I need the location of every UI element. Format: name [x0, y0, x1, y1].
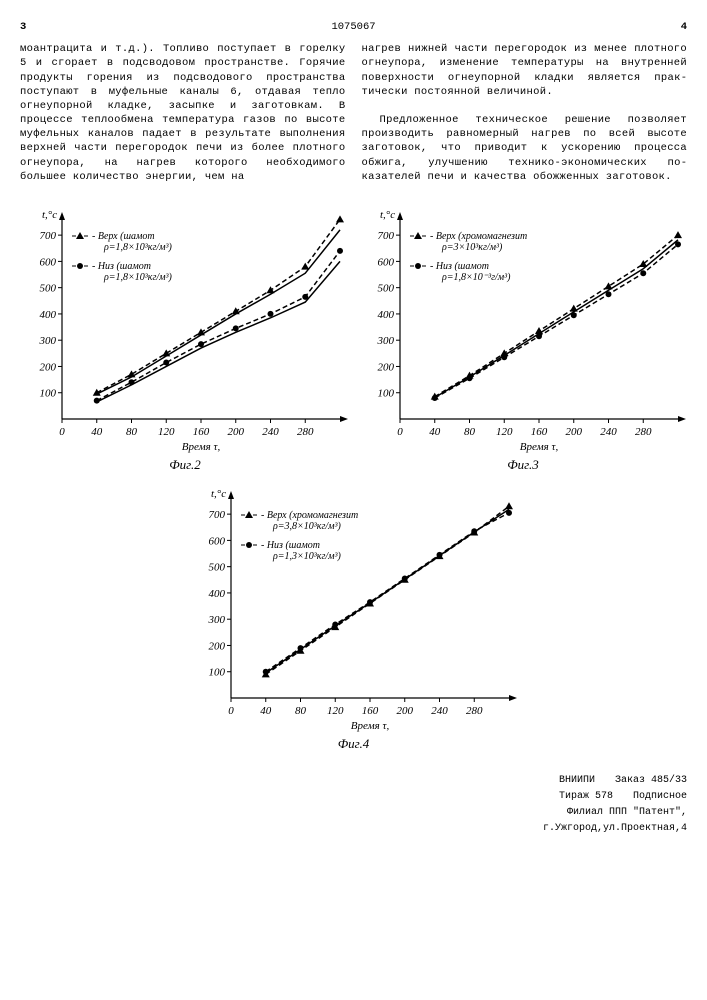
svg-text:ρ=1,8×10³кг/м³): ρ=1,8×10³кг/м³)	[103, 272, 173, 283]
fig3-label: Фиг.3	[358, 456, 688, 474]
left-column: моантрацита и т.д.). Топливо посту­пает …	[20, 42, 346, 184]
svg-text:500: 500	[378, 283, 395, 295]
svg-text:ρ=1,8×10³кг/м³): ρ=1,8×10³кг/м³)	[103, 242, 173, 253]
svg-text:280: 280	[635, 426, 652, 438]
svg-text:160: 160	[361, 705, 378, 717]
svg-text:200: 200	[566, 426, 583, 438]
svg-text:100: 100	[40, 388, 57, 400]
svg-text:100: 100	[378, 388, 395, 400]
svg-text:Время τ,: Время τ,	[182, 441, 221, 453]
svg-text:120: 120	[327, 705, 344, 717]
svg-text:0: 0	[228, 705, 234, 717]
svg-text:280: 280	[297, 426, 314, 438]
svg-text:Время τ,: Время τ,	[520, 441, 559, 453]
footer-filial: Филиал ППП "Патент",	[20, 805, 687, 821]
svg-text:- Верх (шамот: - Верх (шамот	[92, 231, 155, 242]
svg-text:200: 200	[40, 361, 57, 373]
svg-text:100: 100	[208, 667, 225, 679]
svg-text:120: 120	[496, 426, 513, 438]
right-column: нагрев нижней части перегородок из менее…	[362, 42, 688, 184]
svg-text:240: 240	[262, 426, 279, 438]
svg-text:500: 500	[40, 283, 57, 295]
svg-text:600: 600	[378, 256, 395, 268]
svg-text:40: 40	[429, 426, 441, 438]
svg-text:- Верх (хромомагнезит: - Верх (хромомагнезит	[261, 510, 358, 521]
svg-text:t,°c: t,°c	[211, 488, 226, 500]
svg-text:700: 700	[208, 510, 225, 522]
svg-text:ρ=3×10³кг/м³): ρ=3×10³кг/м³)	[441, 242, 503, 253]
patent-number: 1075067	[26, 20, 680, 34]
text-columns: моантрацита и т.д.). Топливо посту­пает …	[20, 42, 687, 184]
svg-text:t,°c: t,°c	[380, 209, 395, 221]
chart-fig4: 100 200 300 400 500 600 700 0 40 80 120 160 200 240 28…	[189, 483, 519, 753]
svg-text:t,°c: t,°c	[42, 209, 57, 221]
svg-text:- Низ (шамот: - Низ (шамот	[92, 261, 151, 272]
svg-text:200: 200	[378, 361, 395, 373]
svg-text:ρ=1,3×10³кг/м³): ρ=1,3×10³кг/м³)	[272, 551, 342, 562]
charts-top-row: 1002003004005006007000408012016020024028…	[20, 204, 687, 474]
svg-text:240: 240	[431, 705, 448, 717]
svg-text:600: 600	[40, 256, 57, 268]
col2-paragraph1: нагрев нижней части перегородок из менее…	[362, 43, 688, 98]
svg-text:80: 80	[126, 426, 138, 438]
svg-text:80: 80	[464, 426, 476, 438]
svg-text:160: 160	[531, 426, 548, 438]
footer-address: г.Ужгород,ул.Проектная,4	[20, 821, 687, 837]
svg-text:600: 600	[208, 536, 225, 548]
svg-text:0: 0	[59, 426, 65, 438]
chart-fig3: 100 200 300 400 500 600 700 0 40 80 120 160 200 240 28…	[358, 204, 688, 474]
col1-paragraph1: моантрацита и т.д.). Топливо посту­пает …	[20, 43, 346, 183]
svg-text:200: 200	[228, 426, 245, 438]
page-footer: ВНИИПИ Заказ 485/33 Тираж 578 Подписное …	[20, 773, 687, 837]
svg-text:120: 120	[158, 426, 175, 438]
svg-text:- Низ (шамот: - Низ (шамот	[261, 540, 320, 551]
col2-paragraph2: Предложенное техническое решение позволя…	[362, 113, 688, 184]
footer-vniipi: ВНИИПИ	[559, 773, 595, 789]
svg-text:300: 300	[377, 335, 395, 347]
svg-text:280: 280	[466, 705, 483, 717]
svg-text:400: 400	[40, 309, 57, 321]
chart-fig2: 100 200 300 400 500 600 700 0 40 80 120 160 200 240 28…	[20, 204, 350, 474]
svg-text:- Верх (хромомагнезит: - Верх (хромомагнезит	[430, 231, 527, 242]
footer-podpisnoe: Подписное	[633, 789, 687, 805]
svg-text:700: 700	[40, 230, 57, 242]
svg-text:500: 500	[208, 562, 225, 574]
svg-text:ρ=3,8×10³кг/м³): ρ=3,8×10³кг/м³)	[272, 521, 342, 532]
svg-text:- Низ (шамот: - Низ (шамот	[430, 261, 489, 272]
page-header: 3 1075067 4	[20, 20, 687, 34]
svg-text:40: 40	[260, 705, 272, 717]
svg-text:240: 240	[600, 426, 617, 438]
footer-tirazh: Тираж 578	[559, 789, 613, 805]
svg-text:200: 200	[396, 705, 413, 717]
svg-text:400: 400	[378, 309, 395, 321]
svg-text:200: 200	[208, 641, 225, 653]
charts-bottom-row: 100 200 300 400 500 600 700 0 40 80 120 160 200 240 28…	[20, 483, 687, 753]
svg-text:80: 80	[295, 705, 307, 717]
fig4-label: Фиг.4	[189, 735, 519, 753]
svg-text:ρ=1,8×10⁻³г/м³): ρ=1,8×10⁻³г/м³)	[441, 272, 511, 283]
svg-text:40: 40	[91, 426, 103, 438]
svg-text:160: 160	[193, 426, 210, 438]
svg-text:300: 300	[207, 615, 225, 627]
svg-text:700: 700	[378, 230, 395, 242]
right-page-number: 4	[681, 20, 687, 34]
svg-text:400: 400	[208, 588, 225, 600]
svg-text:Время τ,: Время τ,	[350, 720, 389, 732]
svg-text:300: 300	[39, 335, 57, 347]
svg-text:0: 0	[397, 426, 403, 438]
fig2-label: Фиг.2	[20, 456, 350, 474]
footer-order: Заказ 485/33	[615, 773, 687, 789]
